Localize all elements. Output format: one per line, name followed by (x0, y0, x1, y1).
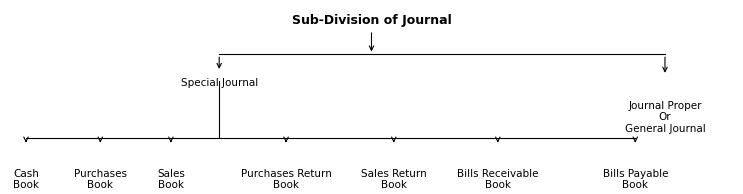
Text: Purchases
Book: Purchases Book (74, 169, 127, 190)
Text: Special Journal: Special Journal (181, 78, 258, 88)
Text: Cash
Book: Cash Book (13, 169, 39, 190)
Text: Journal Proper
Or
General Journal: Journal Proper Or General Journal (625, 101, 705, 134)
Text: Purchases Return
Book: Purchases Return Book (241, 169, 331, 190)
Text: Sub-Division of Journal: Sub-Division of Journal (291, 14, 452, 27)
Text: Sales
Book: Sales Book (157, 169, 185, 190)
Text: Bills Receivable
Book: Bills Receivable Book (457, 169, 539, 190)
Text: Sales Return
Book: Sales Return Book (361, 169, 426, 190)
Text: Bills Payable
Book: Bills Payable Book (603, 169, 668, 190)
